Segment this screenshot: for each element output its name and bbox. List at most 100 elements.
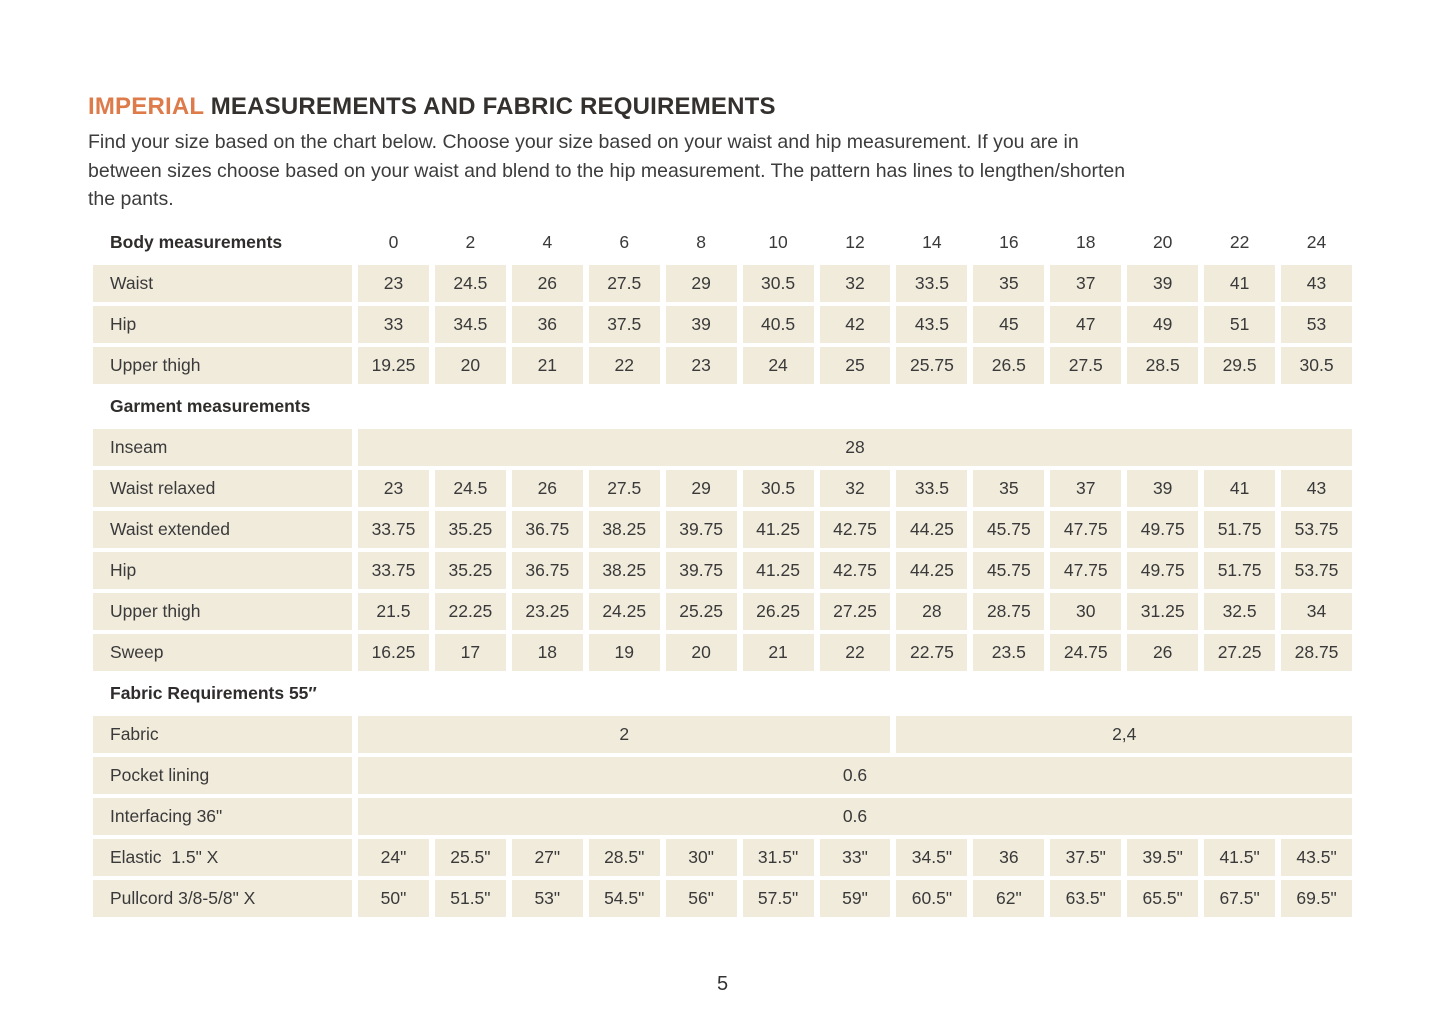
measurement-cell: 49	[1127, 305, 1199, 343]
measurement-cell: 30	[1050, 592, 1122, 630]
measurement-cell: 35.25	[434, 551, 506, 589]
row-label: Fabric	[93, 715, 352, 753]
page-title: IMPERIAL MEASUREMENTS AND FABRIC REQUIRE…	[88, 92, 1352, 122]
measurement-cell: 26.5	[973, 346, 1045, 384]
measurement-cell: 22.25	[434, 592, 506, 630]
measurement-cell: 19	[588, 633, 660, 671]
measurement-cell: 28.5"	[588, 838, 660, 876]
row-label: Waist relaxed	[93, 469, 352, 507]
row-label: Inseam	[93, 428, 352, 466]
measurement-cell: 34	[1281, 592, 1352, 630]
table-row: Pocket lining 0.6	[93, 756, 1352, 794]
measurement-cell: 43	[1281, 469, 1352, 507]
table-row: Elastic 1.5" X 24" 25.5" 27" 28.5" 30" 31.5" 33…	[93, 838, 1352, 876]
measurement-cell: 22.75	[896, 633, 968, 671]
measurement-cell: 35.25	[434, 510, 506, 548]
measurement-cell: 17	[434, 633, 506, 671]
measurement-cell: 27.25	[1204, 633, 1276, 671]
measurement-cell: 26	[1127, 633, 1199, 671]
measurement-cell: 23.5	[973, 633, 1045, 671]
measurement-cell: 25.75	[896, 346, 968, 384]
measurement-cell: 32	[819, 264, 891, 302]
measurement-cell: 27"	[511, 838, 583, 876]
row-label: Upper thigh	[93, 346, 352, 384]
measurement-cell: 47.75	[1050, 510, 1122, 548]
measurement-cell: 27.5	[588, 264, 660, 302]
measurement-cell: 34.5"	[896, 838, 968, 876]
measurement-cell: 37.5	[588, 305, 660, 343]
measurement-span-cell: 28	[358, 428, 1352, 466]
measurement-cell: 31.25	[1127, 592, 1199, 630]
measurement-cell: 23	[358, 469, 429, 507]
measurement-cell: 28	[896, 592, 968, 630]
measurement-cell: 45	[973, 305, 1045, 343]
measurement-cell: 28.75	[973, 592, 1045, 630]
page-content: IMPERIAL MEASUREMENTS AND FABRIC REQUIRE…	[88, 92, 1352, 921]
row-label: Upper thigh	[93, 592, 352, 630]
table-header-row: Body measurements 0 2 4 6 8 10 12 14 16 18 20 22 24	[93, 224, 1352, 261]
section-header: Garment measurements	[110, 395, 311, 416]
measurement-cell: 29	[665, 264, 737, 302]
measurement-cell: 44.25	[896, 551, 968, 589]
measurement-cell: 34.5	[434, 305, 506, 343]
measurement-cell: 41.25	[742, 551, 814, 589]
measurement-cell: 23	[665, 346, 737, 384]
measurement-cell: 56"	[665, 879, 737, 917]
table-header-label: Body measurements	[110, 231, 283, 252]
measurement-cell: 44.25	[896, 510, 968, 548]
measurement-cell: 28.75	[1281, 633, 1352, 671]
measurement-cell: 26	[511, 469, 583, 507]
measurement-cell: 39.5"	[1127, 838, 1199, 876]
measurement-cell: 39	[1127, 469, 1199, 507]
measurement-cell: 24	[742, 346, 814, 384]
measurement-cell: 33	[358, 305, 429, 343]
measurement-cell: 49.75	[1127, 551, 1199, 589]
row-label: Elastic 1.5" X	[93, 838, 352, 876]
measurement-cell: 32.5	[1204, 592, 1276, 630]
table-row: Upper thigh 19.25 20 21 22 23 24 25 25.75 26.5 27.…	[93, 346, 1352, 384]
measurement-cell: 38.25	[588, 551, 660, 589]
measurement-cell: 42.75	[819, 551, 891, 589]
table-row: Hip 33.75 35.25 36.75 38.25 39.75 41.25 42.75 44…	[93, 551, 1352, 589]
page-number: 5	[716, 973, 729, 995]
measurement-cell: 45.75	[973, 510, 1045, 548]
title-rest: MEASUREMENTS AND FABRIC REQUIREMENTS	[203, 93, 776, 120]
measurement-cell: 33"	[819, 838, 891, 876]
measurement-cell: 43	[1281, 264, 1352, 302]
measurement-cell: 30.5	[742, 469, 814, 507]
measurement-cell: 25.5"	[434, 838, 506, 876]
measurement-cell: 39	[665, 305, 737, 343]
measurement-cell: 51	[1204, 305, 1276, 343]
measurement-cell: 47.75	[1050, 551, 1122, 589]
table-row: Fabric 2 2,4	[93, 715, 1352, 753]
measurement-cell: 29	[665, 469, 737, 507]
measurement-cell: 38.25	[588, 510, 660, 548]
measurement-span-cell: 2,4	[896, 715, 1352, 753]
measurement-cell: 63.5"	[1050, 879, 1122, 917]
measurement-cell: 35	[973, 469, 1045, 507]
measurement-cell: 27.5	[1050, 346, 1122, 384]
measurement-cell: 69.5"	[1281, 879, 1352, 917]
measurement-cell: 28.5	[1127, 346, 1199, 384]
measurement-cell: 36.75	[511, 551, 583, 589]
size-column-header: 4	[542, 231, 553, 252]
measurement-span-cell: 0.6	[358, 756, 1352, 794]
table-row: Waist relaxed 23 24.5 26 27.5 29 30.5 32 33.5 35 3…	[93, 469, 1352, 507]
measurement-cell: 53"	[511, 879, 583, 917]
measurement-cell: 29.5	[1204, 346, 1276, 384]
row-label: Waist	[93, 264, 352, 302]
measurement-cell: 24"	[358, 838, 429, 876]
table-row: Waist 23 24.5 26 27.5 29 30.5 32 33.5 35 37 39 41 43	[93, 264, 1352, 302]
table-row: Upper thigh 21.5 22.25 23.25 24.25 25.25 26.25…	[93, 592, 1352, 630]
measurement-cell: 22	[819, 633, 891, 671]
row-label: Sweep	[93, 633, 352, 671]
size-column-header: 24	[1306, 231, 1327, 252]
measurement-cell: 39.75	[665, 551, 737, 589]
measurement-cell: 40.5	[742, 305, 814, 343]
size-column-header: 12	[845, 231, 865, 252]
measurement-cell: 37	[1050, 469, 1122, 507]
intro-line: the pants.	[88, 188, 174, 210]
table-row: Sweep 16.25 17 18 19 20 21 22 22.75 23.5 24.75 26 27…	[93, 633, 1352, 671]
size-column-header: 16	[999, 231, 1019, 252]
